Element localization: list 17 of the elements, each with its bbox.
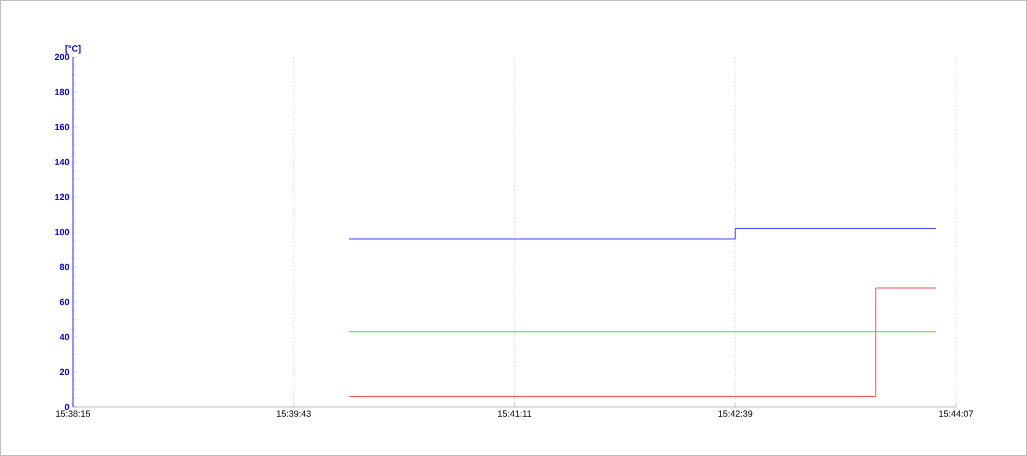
x-tick-label: 15:44:07: [939, 410, 973, 417]
y-axis-title: [°C]: [65, 45, 81, 54]
y-tick-label: 200: [54, 53, 70, 61]
x-tick-label: 15:42:39: [718, 410, 753, 417]
y-tick-label: 160: [55, 123, 70, 131]
y-tick-label: 80: [59, 263, 70, 271]
y-tick-label: 0: [64, 403, 70, 411]
y-tick-label: 140: [55, 158, 70, 166]
y-tick-label: 180: [55, 88, 70, 96]
x-tick-label: 15:38:15: [56, 410, 91, 417]
y-tick-label: 40: [59, 333, 70, 341]
y-tick-label: 120: [55, 193, 70, 201]
x-tick-label: 15:41:11: [498, 410, 532, 417]
y-tick-label: 60: [59, 298, 70, 306]
y-tick-label: 100: [55, 228, 70, 236]
y-tick-label: 20: [59, 368, 70, 376]
x-tick-label: 15:39:43: [276, 410, 311, 417]
